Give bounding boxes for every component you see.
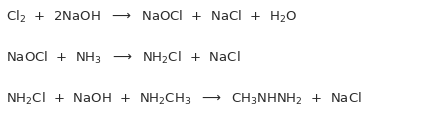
Text: NaOCl  +  NH$_3$  $\longrightarrow$  NH$_2$Cl  +  NaCl: NaOCl + NH$_3$ $\longrightarrow$ NH$_2$C… — [6, 49, 241, 65]
Text: NH$_2$Cl  +  NaOH  +  NH$_2$CH$_3$  $\longrightarrow$  CH$_3$NHNH$_2$  +  NaCl: NH$_2$Cl + NaOH + NH$_2$CH$_3$ $\longrig… — [6, 90, 362, 106]
Text: Cl$_2$  +  2NaOH  $\longrightarrow$  NaOCl  +  NaCl  +  H$_2$O: Cl$_2$ + 2NaOH $\longrightarrow$ NaOCl +… — [6, 9, 298, 25]
